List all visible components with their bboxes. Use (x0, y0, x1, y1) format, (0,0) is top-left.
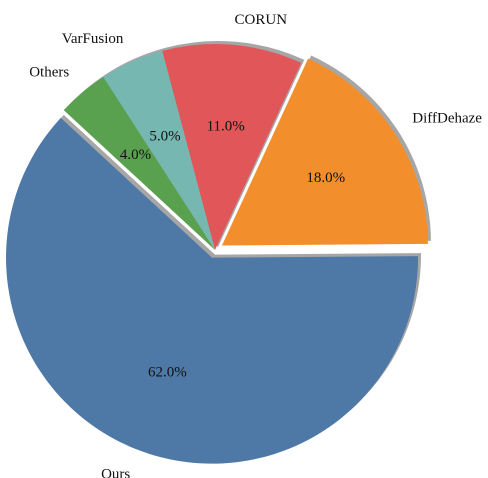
labels-group: Ours 62.0% DiffDehaze 18.0% CORUN 11.0% VarFus… (29, 12, 482, 478)
pct-label-varfusion: 5.0% (149, 128, 180, 144)
slice-label-others: Others (29, 65, 69, 81)
pct-label-corun: 11.0% (207, 118, 245, 134)
slice-diffdehaze (221, 58, 428, 246)
pct-label-others: 4.0% (120, 147, 151, 163)
slice-varfusion (103, 50, 215, 251)
slice-others (63, 76, 215, 250)
slice-label-ours: Ours (101, 467, 130, 478)
pct-label-diffdehaze: 18.0% (306, 170, 345, 186)
slice-label-diffdehaze: DiffDehaze (412, 111, 482, 127)
slice-ours (6, 117, 419, 464)
slice-label-corun: CORUN (235, 12, 288, 28)
pct-label-ours: 62.0% (148, 364, 187, 380)
slice-corun (162, 43, 302, 250)
slice-label-varfusion: VarFusion (62, 31, 124, 47)
slices-group (6, 43, 428, 464)
